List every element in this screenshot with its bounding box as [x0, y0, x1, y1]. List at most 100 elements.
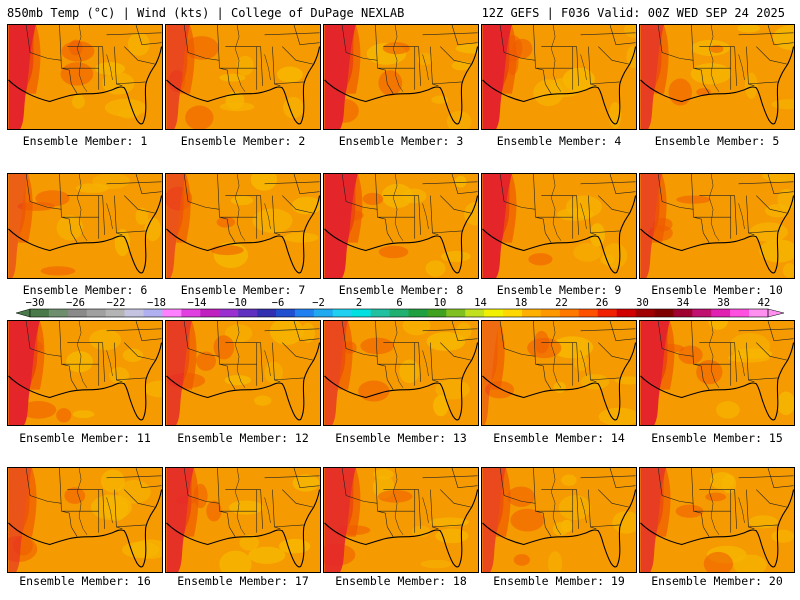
- colorbar-outline: [29, 308, 769, 318]
- state-boundary-line: [657, 321, 680, 355]
- state-boundary-line: [135, 174, 162, 194]
- state-boundary-line: [738, 328, 794, 332]
- cooler-temperature-patch: [737, 25, 760, 33]
- cooler-temperature-patch: [114, 229, 131, 257]
- warmer-temperature-patch: [360, 337, 394, 355]
- river-line: [264, 497, 271, 523]
- warm-transition-band: [182, 321, 197, 390]
- state-boundary-line: [521, 207, 536, 210]
- warmer-temperature-patch: [185, 105, 214, 129]
- cooler-temperature-patch: [626, 45, 636, 69]
- colorbar-tick-label: 34: [677, 297, 690, 309]
- temperature-field: [8, 321, 162, 425]
- river-line: [422, 350, 429, 376]
- state-boundary-line: [106, 475, 162, 479]
- colorbar-tick-label: −22: [107, 297, 126, 309]
- coastline: [8, 195, 162, 274]
- cooler-temperature-patch: [771, 99, 794, 110]
- temperature-field: [324, 468, 478, 572]
- state-boundary-line: [422, 475, 478, 479]
- cooler-temperature-patch: [762, 174, 794, 183]
- state-boundary-line: [274, 377, 304, 381]
- state-boundary-line: [205, 58, 220, 61]
- cooler-temperature-patch: [219, 550, 252, 572]
- colorbar-segment: [635, 309, 655, 317]
- ensemble-member-map: [7, 173, 163, 279]
- ensemble-member-caption: Ensemble Member: 12: [177, 431, 309, 445]
- cooler-temperature-patch: [300, 322, 316, 343]
- colorbar-segment: [294, 309, 315, 317]
- colorbar-segment: [313, 309, 334, 317]
- base-temperature-fill: [482, 321, 636, 425]
- ensemble-member-caption: Ensemble Member: 4: [496, 134, 622, 148]
- colorbar-graphic: −30 −26 −22 −18 −14 −10 −6 −2 2 6 10 14 18 22 26 30 34 38…: [15, 297, 785, 318]
- coastline: [166, 46, 320, 125]
- cooler-temperature-patch: [143, 380, 162, 398]
- cooler-temperature-patch: [225, 91, 245, 110]
- cooler-temperature-patch: [117, 479, 151, 504]
- temperature-field: [166, 468, 320, 572]
- coastline: [640, 195, 794, 274]
- river-line: [708, 174, 720, 241]
- state-boundary-line: [422, 328, 478, 332]
- warm-transition-band: [656, 468, 671, 537]
- cooler-temperature-patch: [574, 353, 589, 372]
- colorbar-segment: [200, 309, 220, 317]
- coastline: [482, 342, 636, 421]
- state-boundary-line: [609, 468, 636, 488]
- state-boundary-line: [679, 354, 694, 357]
- warm-transition-band: [338, 321, 353, 390]
- colorbar-segment: [616, 309, 636, 317]
- ensemble-member-caption: Ensemble Member: 20: [651, 574, 783, 588]
- cooler-temperature-patch: [765, 204, 790, 218]
- cooler-temperature-patch: [56, 215, 84, 241]
- state-boundary-line: [264, 328, 320, 332]
- coastline: [166, 195, 320, 274]
- coastline: [482, 195, 636, 274]
- warmer-temperature-patch: [56, 408, 72, 423]
- state-boundary-line: [499, 321, 522, 355]
- colorbar-right-arrow: [767, 308, 785, 318]
- river-line: [106, 497, 113, 523]
- colorbar-segment: [105, 309, 125, 317]
- coastline: [8, 342, 162, 421]
- state-boundary-line: [375, 468, 394, 537]
- coastline: [8, 46, 162, 125]
- cooler-temperature-patch: [777, 391, 794, 416]
- state-boundary-line: [260, 489, 263, 529]
- state-boundary-line: [47, 354, 62, 357]
- warm-transition-band: [652, 174, 667, 243]
- colorbar-segment: [673, 309, 693, 317]
- state-boundary-line: [499, 25, 522, 59]
- warmer-temperature-patch: [64, 487, 86, 504]
- state-boundary-line: [217, 174, 236, 243]
- state-boundary-line: [756, 342, 788, 361]
- colorbar-segment: [730, 309, 750, 317]
- state-boundary-line: [375, 321, 394, 390]
- temperature-field: [8, 468, 162, 572]
- state-boundary-line: [282, 195, 314, 214]
- colorbar-tick-label: −14: [188, 297, 207, 309]
- state-boundary-line: [183, 25, 206, 59]
- state-boundary-line: [293, 468, 320, 488]
- state-boundary-line: [375, 174, 394, 243]
- state-boundary-line: [609, 174, 636, 194]
- cooler-temperature-patch: [429, 517, 470, 527]
- state-boundary-line: [59, 174, 78, 243]
- river-line: [392, 25, 404, 92]
- colorbar-segment: [48, 309, 69, 317]
- cooler-temperature-patch: [561, 474, 577, 486]
- state-boundary-line: [767, 321, 794, 341]
- ensemble-member-caption: Ensemble Member: 14: [493, 431, 625, 445]
- state-boundary-line: [205, 354, 220, 357]
- state-boundary-line: [691, 468, 710, 537]
- state-boundary-line: [590, 230, 620, 234]
- cooler-temperature-patch: [549, 77, 582, 98]
- temperature-field: [482, 321, 636, 425]
- hot-air-region: [8, 468, 33, 572]
- state-boundary-line: [691, 321, 710, 390]
- ensemble-member-map: [639, 320, 795, 426]
- state-boundary-line: [580, 32, 636, 36]
- cooler-temperature-patch: [219, 73, 246, 82]
